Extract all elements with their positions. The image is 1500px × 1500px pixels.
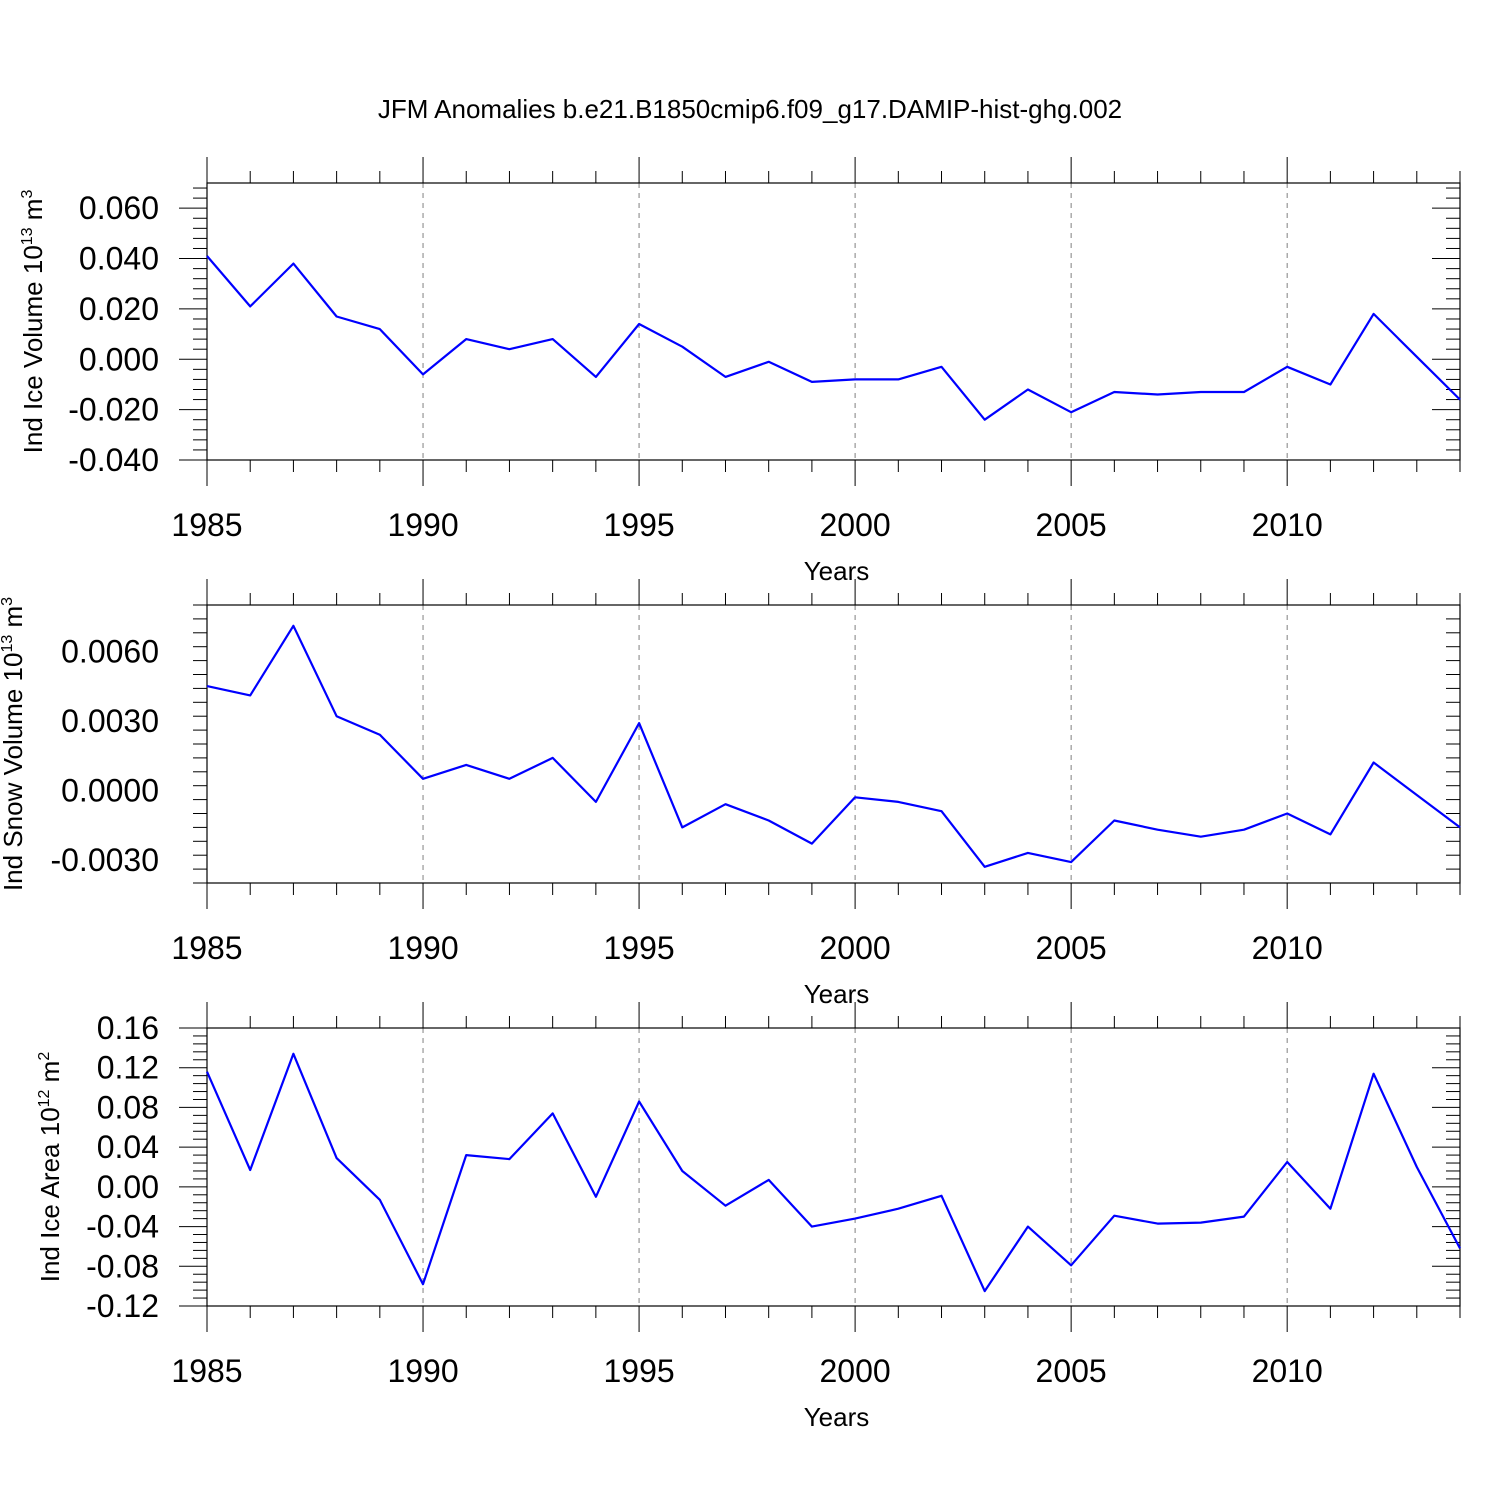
y-tick-label: 0.000: [79, 341, 159, 377]
y-axis-label-exponent: 13: [19, 227, 36, 245]
y-axis-label-unit-exponent: 2: [36, 1052, 53, 1061]
x-tick-label: 1995: [603, 1353, 674, 1389]
plot-frame: [206, 182, 1461, 461]
x-axis-label: Years: [804, 1402, 870, 1432]
series-line: [206, 255, 1461, 421]
y-tick-label: -0.020: [68, 392, 159, 428]
x-axis-label: Years: [804, 979, 870, 1009]
y-tick-label: 0.12: [97, 1050, 159, 1086]
panel-2: 1985 1990 1995 2000 2005 2010 -0.0030 0.0000 0.0…: [0, 579, 1461, 1009]
y-axis-label-exponent: 13: [0, 635, 16, 653]
y-axis-label: Ind Ice Volume 1013 m3: [18, 190, 48, 454]
x-tick-label: 2005: [1036, 507, 1107, 543]
y-tick-label: 0.04: [97, 1129, 159, 1165]
y-tick-label: 0.060: [79, 190, 159, 226]
series-line: [206, 624, 1461, 868]
plot-frame: [206, 1027, 1461, 1307]
y-tick-label: -0.08: [86, 1248, 159, 1284]
x-tick-label: 2000: [820, 930, 891, 966]
y-axis-label-text: Ind Ice Volume 10: [18, 245, 48, 453]
x-tick-label: 1985: [171, 1353, 242, 1389]
y-axis-label-unit: m: [0, 606, 28, 635]
x-tick-label: 2010: [1252, 507, 1323, 543]
x-tick-label: 1985: [171, 507, 242, 543]
y-tick-label: 0.08: [97, 1089, 159, 1125]
y-tick-label: -0.12: [86, 1288, 159, 1324]
y-tick-label: 0.0030: [61, 703, 159, 739]
x-tick-label: 1990: [387, 507, 458, 543]
y-axis-label-unit: m: [35, 1061, 65, 1090]
y-tick-label: 0.16: [97, 1010, 159, 1046]
x-tick-label: 2010: [1252, 1353, 1323, 1389]
y-tick-label: 0.040: [79, 241, 159, 277]
y-axis-label-text: Ind Ice Area 10: [35, 1107, 65, 1282]
x-tick-label: 1995: [603, 507, 674, 543]
y-tick-label: 0.0000: [61, 772, 159, 808]
x-tick-label: 2005: [1036, 930, 1107, 966]
x-tick-label: 1990: [387, 1353, 458, 1389]
plot-frame: [206, 604, 1461, 884]
y-axis-label-text: Ind Snow Volume 10: [0, 653, 28, 892]
y-tick-label: -0.040: [68, 442, 159, 478]
x-tick-label: 2000: [820, 507, 891, 543]
x-tick-label: 2010: [1252, 930, 1323, 966]
x-tick-label: 1990: [387, 930, 458, 966]
x-tick-label: 2000: [820, 1353, 891, 1389]
y-axis-label-unit: m: [18, 199, 48, 228]
y-axis-label: Ind Snow Volume 1013 m3: [0, 597, 28, 891]
y-axis-label-exponent: 12: [36, 1089, 53, 1107]
x-tick-label: 1995: [603, 930, 674, 966]
x-axis-label: Years: [804, 556, 870, 586]
x-tick-label: 2005: [1036, 1353, 1107, 1389]
y-axis-label-unit-exponent: 3: [0, 597, 16, 606]
panels: 1985 1990 1995 2000 2005 2010 -0.040 -0.020 0.00…: [0, 157, 1461, 1432]
x-tick-label: 1985: [171, 930, 242, 966]
series-line: [205, 1052, 1461, 1293]
chart-title: JFM Anomalies b.e21.B1850cmip6.f09_g17.D…: [378, 94, 1122, 124]
y-tick-label: 0.020: [79, 291, 159, 327]
y-tick-label: -0.04: [86, 1209, 159, 1245]
panel-3: 1985 1990 1995 2000 2005 2010 -0.12 -0.08-0.04 0…: [35, 1002, 1461, 1432]
y-tick-label: -0.0030: [50, 842, 159, 878]
y-tick-label: 0.00: [97, 1169, 159, 1205]
y-axis-label-unit-exponent: 3: [19, 190, 36, 199]
y-axis-label: Ind Ice Area 1012 m2: [35, 1052, 65, 1283]
y-tick-label: 0.0060: [61, 633, 159, 669]
panel-1: 1985 1990 1995 2000 2005 2010 -0.040 -0.020 0.00…: [18, 157, 1461, 586]
